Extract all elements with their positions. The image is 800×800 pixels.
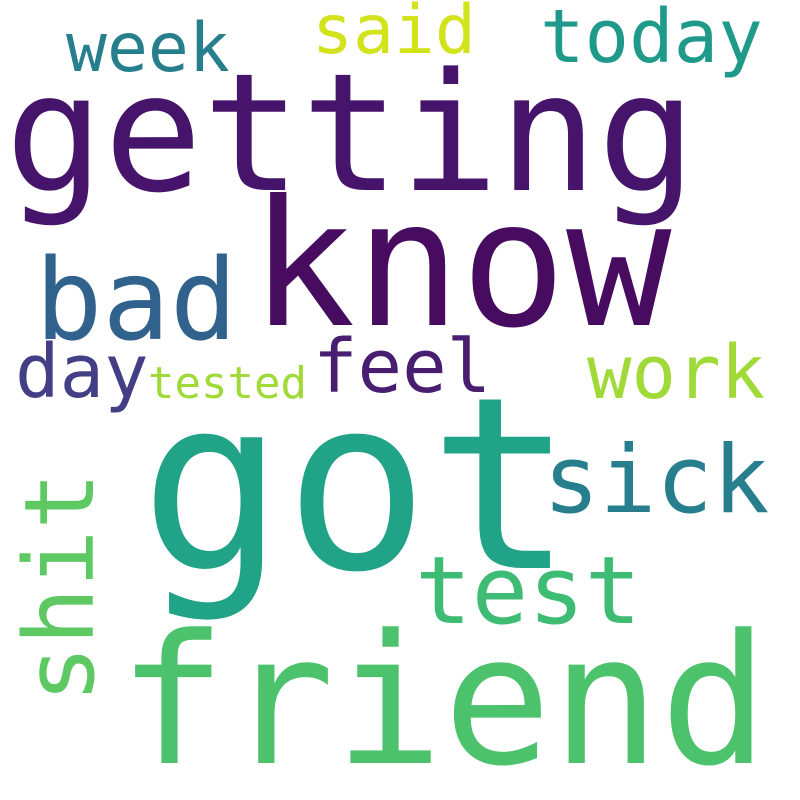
word-today: today [540, 0, 763, 80]
word-getting: getting [5, 38, 697, 229]
word-week: week [66, 9, 230, 88]
word-tested: tested [148, 358, 307, 409]
word-day: day [15, 329, 149, 415]
word-said: said [312, 0, 476, 70]
word-know: know [250, 164, 672, 367]
word-work: work [587, 330, 766, 416]
word-friend: friend [118, 597, 769, 800]
word-shit: shit [4, 471, 116, 703]
word-feel: feel [313, 324, 492, 410]
word-sick: sick [543, 426, 770, 535]
word-got: got [140, 345, 574, 625]
word-bad: bad [35, 236, 238, 366]
word-test: test [415, 537, 642, 646]
